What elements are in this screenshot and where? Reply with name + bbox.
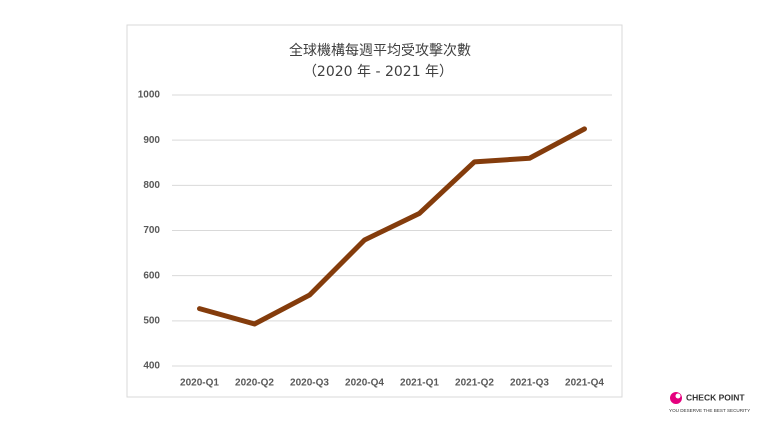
y-tick-label: 900 (143, 135, 160, 146)
x-tick-label: 2021-Q1 (400, 378, 439, 389)
y-tick-label: 800 (143, 180, 160, 191)
x-tick-label: 2020-Q2 (235, 378, 274, 389)
y-tick-label: 1000 (138, 90, 161, 101)
logo-name: CHECK POINT (686, 392, 745, 402)
x-tick-label: 2021-Q3 (510, 378, 549, 389)
x-tick-label: 2020-Q4 (345, 378, 384, 389)
logo-icon-dot (675, 393, 681, 399)
data-line (197, 126, 587, 327)
logo: CHECK POINT YOU DESERVE THE BEST SECURIT… (669, 392, 750, 413)
chart-title: 全球機構每週平均受攻擊次數 (289, 42, 471, 59)
x-tick-label: 2020-Q3 (290, 378, 329, 389)
x-tick-label: 2021-Q2 (455, 378, 494, 389)
y-tick-label: 400 (143, 361, 160, 372)
x-tick-label: 2021-Q4 (565, 378, 604, 389)
y-tick-label: 600 (143, 270, 160, 281)
x-tick-label: 2020-Q1 (180, 378, 219, 389)
logo-tagline: YOU DESERVE THE BEST SECURITY (669, 408, 750, 413)
logo-icon (670, 392, 682, 404)
chart-subtitle: （2020 年 - 2021 年） (303, 64, 453, 80)
y-tick-label: 500 (143, 315, 160, 326)
chart-frame (126, 24, 623, 398)
y-tick-label: 700 (143, 225, 160, 236)
